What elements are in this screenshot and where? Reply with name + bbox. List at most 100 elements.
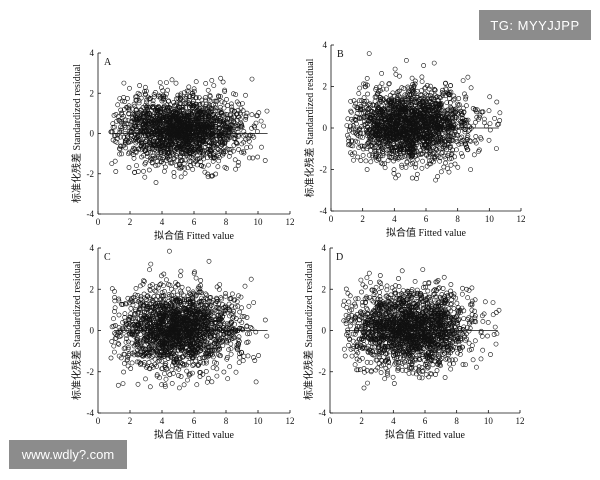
data-point	[440, 135, 446, 141]
data-point	[243, 114, 249, 120]
data-point	[243, 117, 248, 122]
data-point	[178, 165, 184, 171]
data-point	[468, 85, 474, 91]
data-point	[452, 96, 458, 102]
data-point	[181, 90, 187, 95]
data-point	[166, 142, 172, 148]
data-point	[377, 148, 383, 154]
data-point	[161, 94, 167, 99]
data-point	[199, 110, 205, 116]
data-point	[207, 150, 212, 156]
data-point	[159, 146, 164, 152]
data-point	[205, 87, 211, 93]
data-point	[175, 116, 181, 122]
data-point	[395, 172, 401, 178]
data-point	[380, 153, 386, 159]
data-point	[209, 131, 215, 137]
data-point	[149, 139, 155, 145]
data-point	[203, 97, 208, 103]
data-point	[179, 146, 185, 152]
data-point	[157, 109, 163, 115]
data-point	[225, 376, 231, 382]
data-point	[465, 117, 471, 123]
y-tick-label: -2	[87, 169, 95, 179]
data-point	[244, 110, 250, 116]
data-point	[221, 100, 227, 106]
data-point	[194, 138, 200, 144]
data-point	[363, 158, 369, 164]
data-point	[473, 134, 479, 139]
x-tick-label: 2	[128, 217, 133, 227]
data-point	[262, 158, 268, 163]
data-point	[212, 155, 217, 160]
data-point	[160, 115, 166, 120]
data-point	[409, 75, 415, 81]
data-point	[486, 108, 492, 114]
data-point	[384, 86, 389, 92]
data-point	[133, 107, 139, 112]
data-point	[357, 85, 363, 91]
data-point	[377, 97, 383, 102]
data-point	[222, 87, 227, 93]
data-point	[126, 165, 132, 170]
data-point	[228, 111, 233, 117]
data-point	[169, 77, 175, 83]
data-point	[117, 146, 122, 151]
panel-letter: B	[337, 49, 344, 60]
data-point	[242, 283, 248, 289]
data-point	[135, 146, 141, 152]
data-point	[119, 125, 125, 131]
data-point	[366, 152, 372, 158]
x-tick-label: 6	[192, 217, 197, 227]
data-point	[375, 114, 381, 120]
data-point	[247, 133, 252, 139]
data-point	[492, 116, 497, 121]
data-point	[197, 102, 203, 107]
data-point	[345, 116, 351, 122]
data-point	[380, 86, 386, 92]
data-point	[178, 129, 184, 134]
data-point	[181, 161, 187, 166]
data-point	[189, 131, 195, 136]
data-point	[487, 121, 493, 126]
data-point	[210, 106, 216, 112]
data-point	[223, 119, 229, 124]
data-point	[219, 141, 225, 147]
data-point	[414, 156, 420, 162]
data-point	[157, 124, 163, 130]
data-point	[377, 84, 383, 90]
data-point	[239, 101, 245, 106]
data-point	[221, 131, 227, 137]
data-point	[236, 159, 241, 165]
data-point	[186, 94, 192, 99]
data-point	[188, 159, 194, 165]
data-point	[402, 92, 408, 98]
data-point	[258, 118, 264, 124]
data-point	[246, 155, 252, 161]
data-point	[487, 94, 493, 100]
data-point	[364, 76, 370, 81]
x-tick-label: 12	[517, 214, 526, 224]
data-point	[162, 133, 168, 139]
data-point	[178, 174, 184, 180]
data-point	[384, 147, 390, 153]
data-point	[169, 286, 174, 292]
data-point	[143, 133, 148, 139]
data-point	[182, 113, 188, 119]
data-point	[162, 164, 168, 170]
data-point	[460, 78, 466, 83]
data-point	[375, 153, 381, 159]
data-point	[350, 129, 356, 135]
data-point	[185, 100, 191, 105]
panel-letter: A	[104, 57, 112, 68]
x-tick-label: 2	[128, 416, 133, 426]
data-point	[438, 169, 444, 175]
data-point	[379, 71, 384, 76]
data-point	[133, 97, 139, 103]
data-point	[359, 124, 364, 129]
data-point	[189, 145, 195, 151]
data-point	[175, 144, 181, 150]
data-point	[239, 121, 244, 127]
data-point	[165, 150, 171, 156]
data-point	[222, 89, 228, 94]
